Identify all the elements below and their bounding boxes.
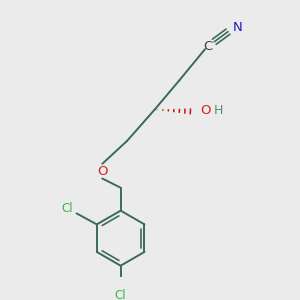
Text: Cl: Cl	[61, 202, 73, 215]
Text: Cl: Cl	[115, 289, 126, 300]
Text: H: H	[214, 104, 224, 117]
Text: C: C	[203, 40, 212, 53]
Text: O: O	[97, 165, 107, 178]
Text: O: O	[201, 104, 211, 117]
Text: N: N	[232, 21, 242, 34]
